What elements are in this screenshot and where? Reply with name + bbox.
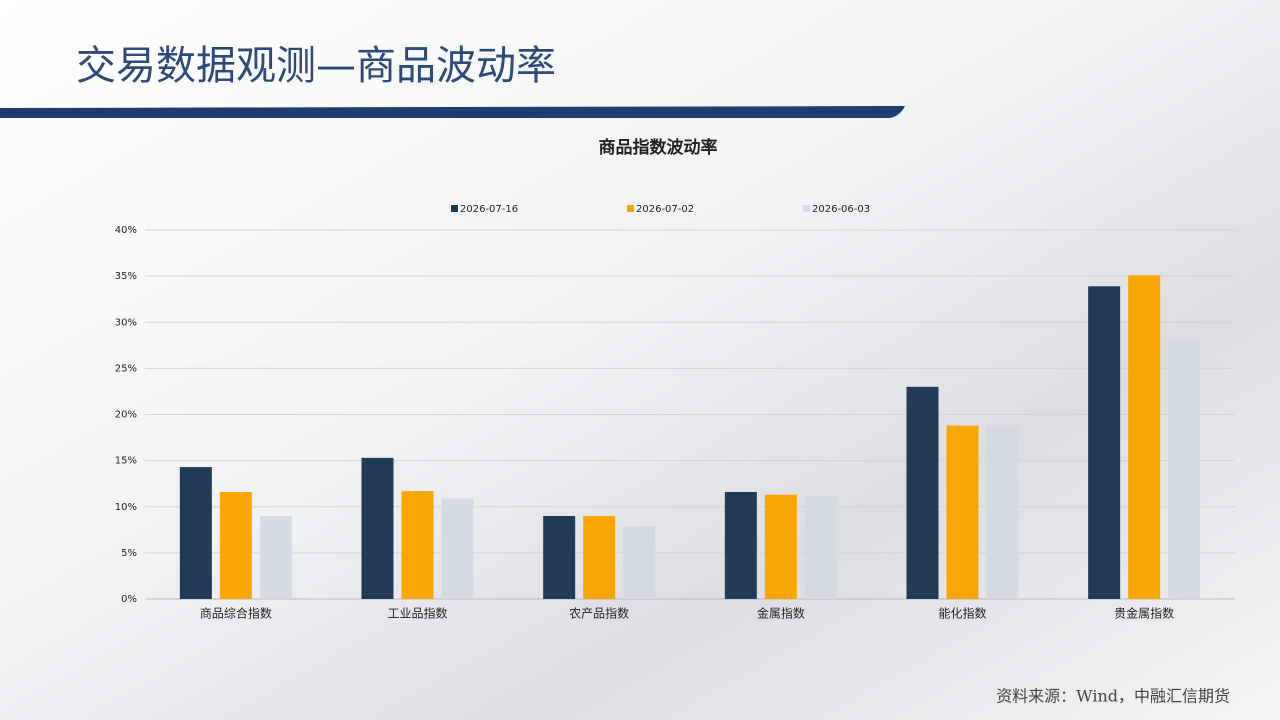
y-tick-label: 10% [115,502,137,513]
legend-label: 2026-07-02 [636,204,694,215]
y-tick-label: 40% [115,225,137,236]
y-tick-label: 30% [115,317,137,328]
legend-swatch [627,205,634,212]
y-tick-label: 25% [115,363,137,374]
legend-swatch [803,205,810,212]
y-tick-label: 15% [115,456,137,467]
bar [804,496,837,599]
x-tick-label: 商品综合指数 [200,606,272,621]
bar [764,494,797,599]
bar [1128,275,1161,599]
bar [441,498,474,599]
x-tick-label: 贵金属指数 [1114,606,1174,621]
legend-label: 2026-07-16 [460,204,518,215]
x-tick-label: 工业品指数 [387,606,447,621]
bar [259,515,292,599]
bar [623,526,656,599]
plot: 0% 5% 10% 15% 20% 25% 30% 35% 40% 2026-07-16 2026-… [115,204,1235,621]
bar [361,457,394,599]
x-tick-label: 农产品指数 [569,606,629,621]
bar [179,467,212,599]
bar [906,386,939,599]
source-note: 资料来源：Wind，中融汇信期货 [996,687,1230,706]
slide-title: 交易数据观测—商品波动率 [76,43,556,89]
y-tick-label: 5% [121,548,137,559]
y-tick-label: 0% [121,594,137,605]
bar [1168,338,1201,599]
bar [1088,286,1121,599]
bar [583,515,616,599]
bar [724,491,757,599]
bar [219,491,252,599]
bar [543,515,576,599]
x-tick-label: 金属指数 [757,606,805,621]
chart-title: 商品指数波动率 [599,137,718,158]
y-tick-label: 20% [115,410,137,421]
legend-label: 2026-06-03 [812,204,870,215]
x-tick-label: 能化指数 [938,606,986,621]
header-bar [0,106,905,118]
bar [986,425,1019,599]
bar [946,425,979,599]
bar [401,491,434,599]
legend-swatch [451,205,458,212]
y-tick-label: 35% [115,271,137,282]
